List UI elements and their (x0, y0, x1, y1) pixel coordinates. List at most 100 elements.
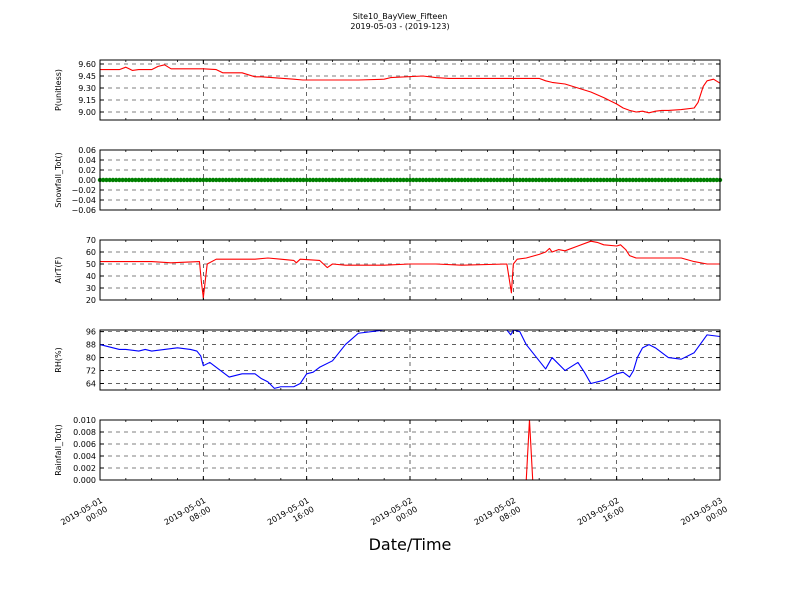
y-tick-label: 0.00 (78, 176, 96, 185)
data-point (691, 177, 697, 183)
data-point (214, 177, 219, 183)
y-axis-label: AirT(F) (54, 257, 63, 284)
data-point (578, 177, 584, 183)
data-point (604, 177, 610, 183)
data-point (304, 177, 309, 183)
data-point (204, 177, 209, 183)
data-point (507, 177, 513, 183)
data-point (601, 177, 606, 183)
data-point (268, 177, 274, 183)
data-point (643, 177, 648, 183)
data-point (649, 177, 655, 183)
data-point (256, 177, 261, 183)
data-point (475, 177, 481, 183)
data-point (504, 177, 510, 183)
data-point (456, 177, 461, 183)
data-point (101, 177, 106, 183)
data-point (381, 177, 387, 183)
data-point (698, 177, 703, 183)
data-point (469, 177, 474, 183)
data-point (423, 177, 429, 183)
data-point (288, 177, 293, 183)
data-point (110, 177, 116, 183)
data-point (588, 177, 594, 183)
data-point (352, 177, 358, 183)
data-point (556, 177, 561, 183)
data-point (549, 177, 555, 183)
y-tick-label: 9.30 (78, 84, 96, 93)
data-point (478, 177, 484, 183)
data-point (436, 177, 442, 183)
y-tick-label: 30 (86, 284, 96, 293)
data-point (540, 177, 545, 183)
data-point (333, 177, 338, 183)
y-tick-label: −0.02 (71, 186, 96, 195)
data-point (217, 177, 222, 183)
data-point (704, 177, 710, 183)
y-axis-label: Rainfall_Tot() (54, 424, 63, 476)
data-point (207, 177, 212, 183)
data-point (159, 177, 164, 183)
data-point (582, 177, 587, 183)
y-tick-label: 80 (86, 354, 96, 363)
data-point (294, 177, 300, 183)
data-point (672, 177, 677, 183)
data-point (343, 177, 348, 183)
x-tick-labels: 2019-05-0100:00 2019-05-0108:00 2019-05-01… (59, 496, 729, 536)
data-point (194, 177, 200, 183)
data-point (611, 177, 616, 183)
data-point (494, 177, 500, 183)
data-point (162, 177, 167, 183)
data-point (349, 177, 355, 183)
data-point (533, 177, 539, 183)
data-point (330, 177, 335, 183)
y-tick-label: 0.02 (78, 166, 96, 175)
data-point (104, 177, 109, 183)
data-point (317, 177, 322, 183)
data-point (126, 177, 132, 183)
data-point (617, 177, 623, 183)
y-tick-label: 0.004 (73, 452, 96, 461)
y-tick-label: 0.06 (78, 146, 96, 155)
data-point (236, 177, 242, 183)
data-point (365, 177, 371, 183)
data-point (595, 177, 600, 183)
data-point (407, 177, 413, 183)
data-point (388, 177, 393, 183)
panel-airt: 70 60 50 40 30 20 AirT(F) (54, 236, 721, 305)
data-point (459, 177, 464, 183)
data-point (136, 177, 141, 183)
data-point (430, 177, 435, 183)
data-point (488, 177, 493, 183)
data-point (527, 177, 532, 183)
data-point (262, 177, 267, 183)
data-point (566, 177, 571, 183)
data-point (301, 177, 306, 183)
data-point (608, 177, 613, 183)
data-point (682, 177, 687, 183)
data-point (498, 177, 503, 183)
data-point (362, 177, 367, 183)
y-tick-label: 60 (86, 248, 96, 257)
x-tick-label: 2019-05-0100:00 (59, 496, 109, 536)
data-point (123, 177, 129, 183)
data-point (372, 177, 377, 183)
data-point (243, 177, 248, 183)
data-point (449, 177, 455, 183)
data-point (391, 177, 397, 183)
figure-subtitle: 2019-05-03 - (2019-123) (350, 22, 449, 31)
data-point (117, 177, 122, 183)
data-point (327, 177, 332, 183)
data-point (562, 177, 568, 183)
data-point (336, 177, 342, 183)
data-point (265, 177, 271, 183)
data-point (546, 177, 552, 183)
y-tick-label: −0.04 (71, 196, 96, 205)
series-line-airt (100, 240, 720, 299)
data-point (620, 177, 626, 183)
data-point (259, 177, 264, 183)
panel-rh: 96 88 80 72 64 RH(%) (54, 328, 721, 391)
data-point (197, 177, 203, 183)
data-point (375, 177, 380, 183)
data-point (517, 177, 522, 183)
